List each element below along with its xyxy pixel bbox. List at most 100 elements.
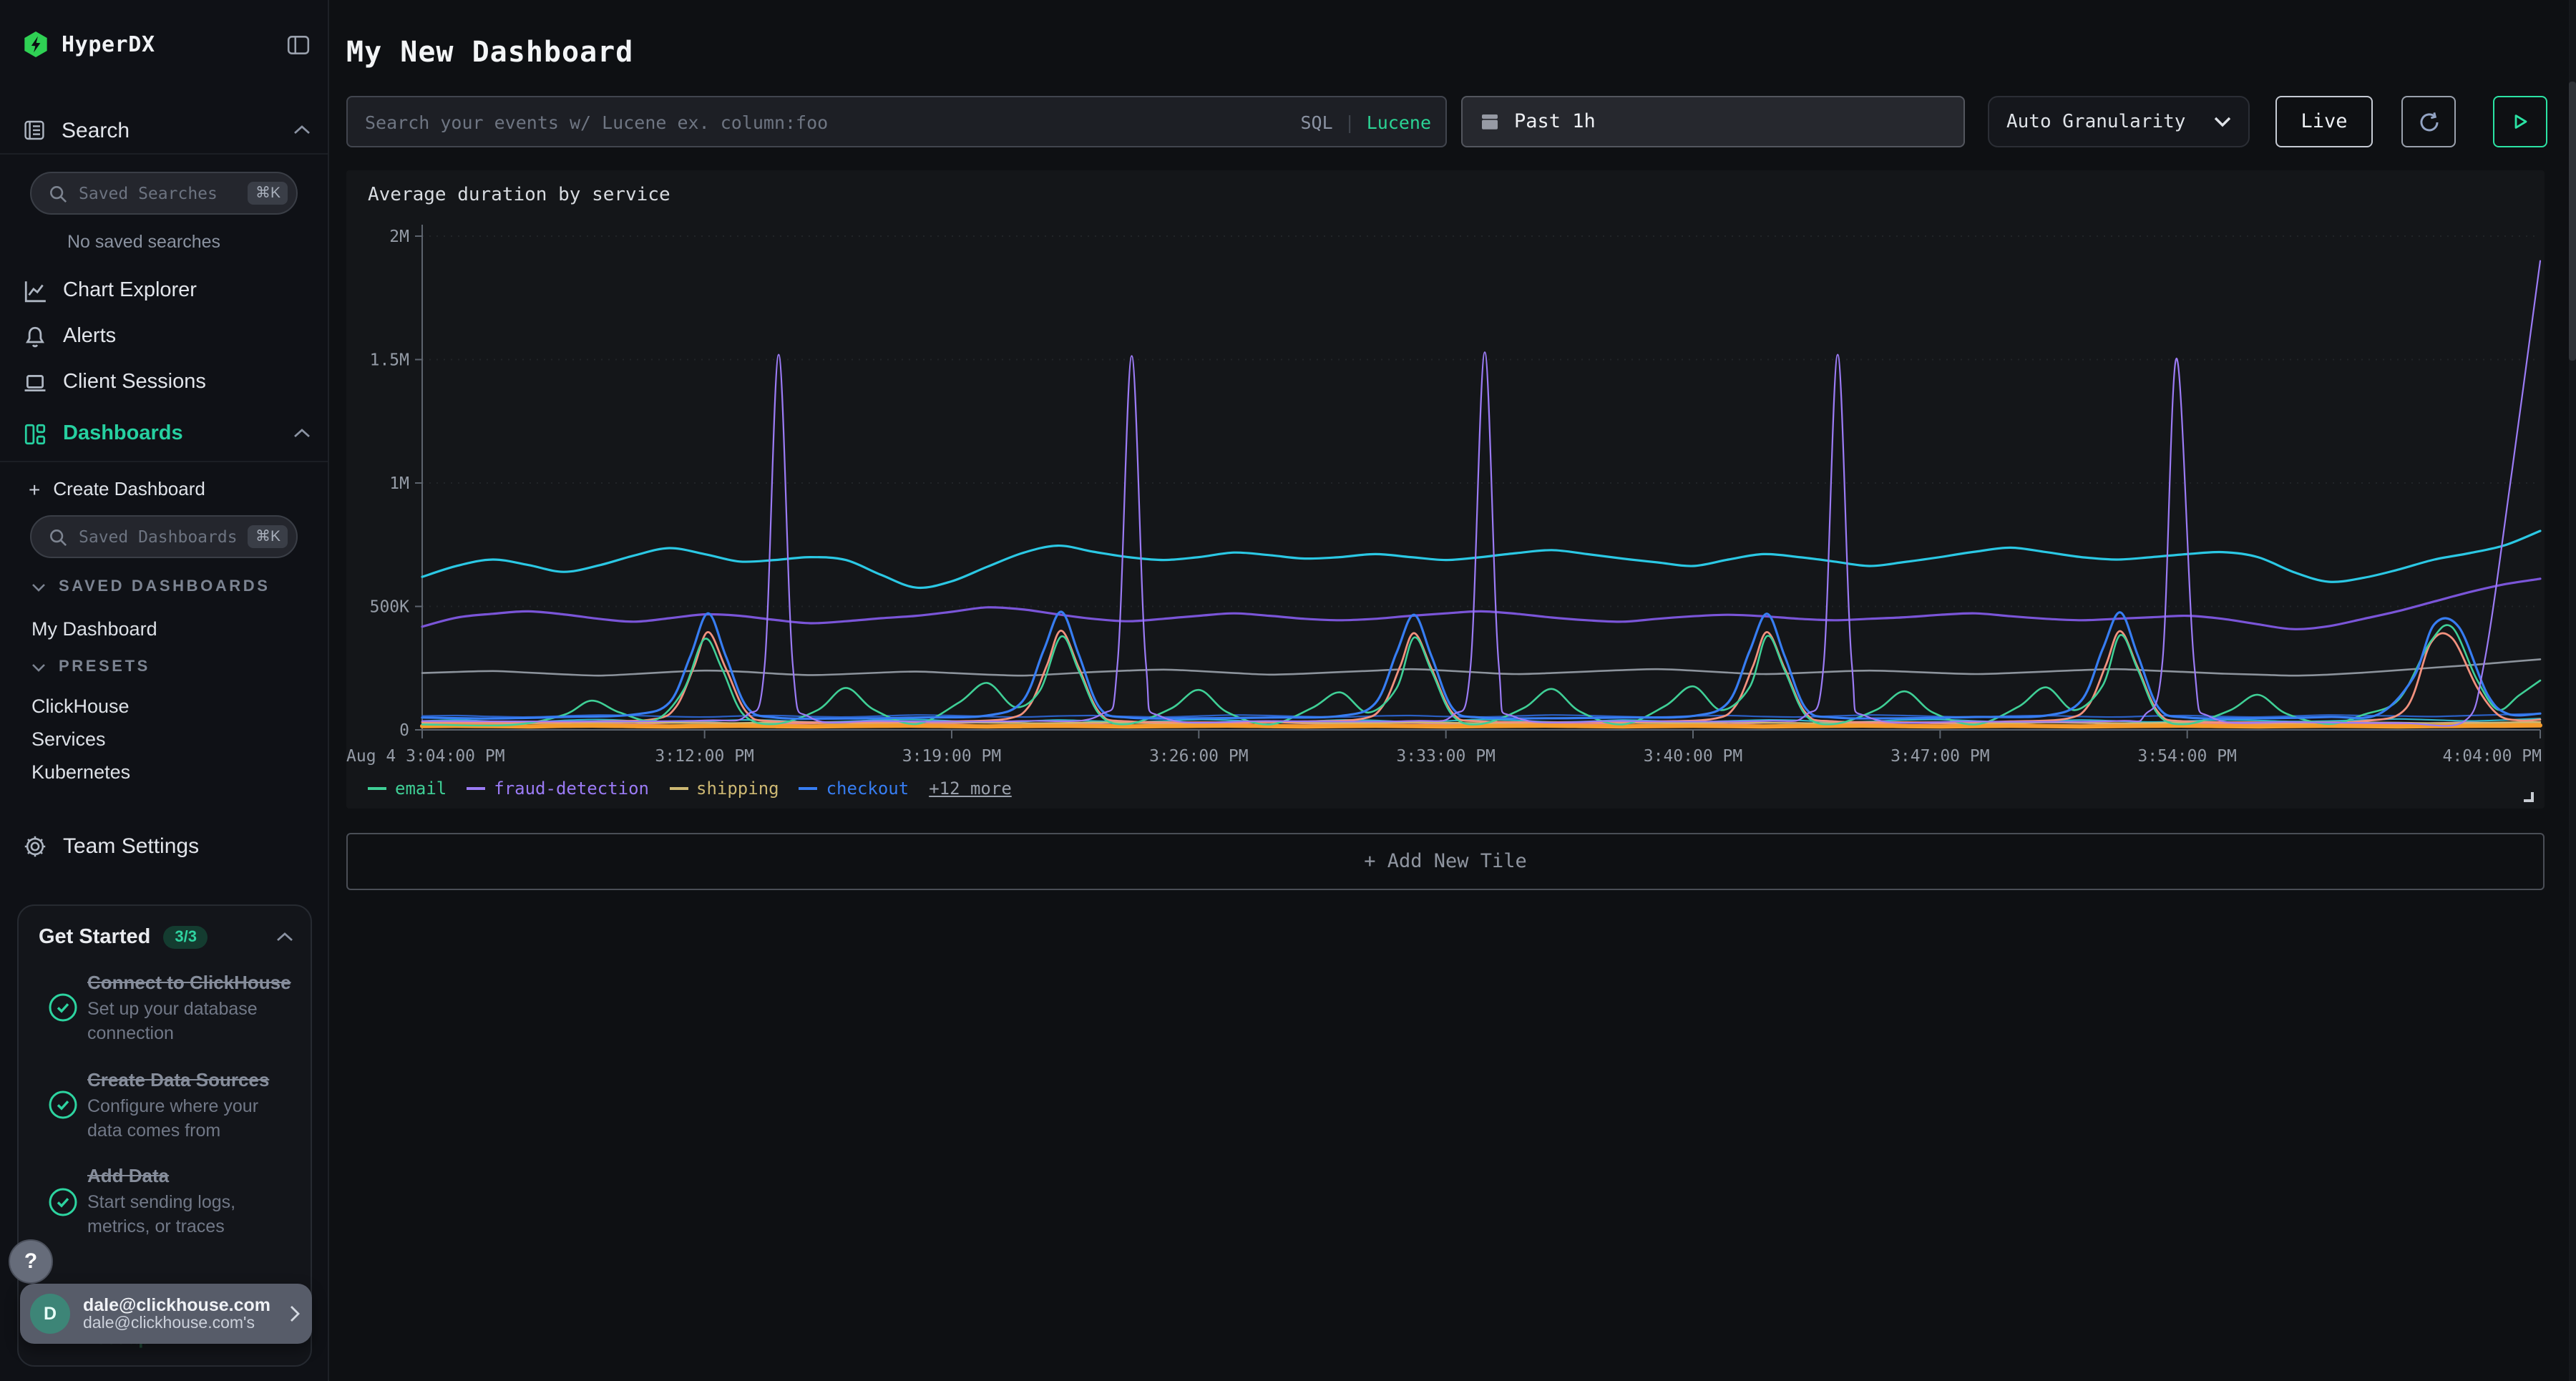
divider: [0, 153, 328, 155]
user-email: dale@clickhouse.com: [83, 1295, 270, 1315]
user-org: dale@clickhouse.com's: [83, 1315, 255, 1332]
shortcut-badge: ⌘K: [248, 182, 288, 205]
saved-searches-search[interactable]: ⌘K: [30, 172, 298, 215]
checklist-desc: Set up your database connection: [87, 999, 258, 1043]
sidebar-item-my-dashboard[interactable]: My Dashboard: [31, 618, 157, 640]
legend-label: checkout: [826, 779, 909, 799]
checklist-desc: Start sending logs, metrics, or traces: [87, 1192, 236, 1237]
legend-dash: [368, 787, 386, 790]
sidebar-item-chart-explorer[interactable]: Chart Explorer: [23, 272, 311, 309]
sidebar-item-kubernetes[interactable]: Kubernetes: [31, 761, 131, 783]
sidebar-client-sessions-label: Client Sessions: [63, 371, 206, 394]
chevron-up-icon[interactable]: [293, 428, 311, 439]
sidebar-item-clickhouse[interactable]: ClickHouse: [31, 696, 130, 717]
team-settings-label: Team Settings: [63, 834, 200, 858]
series-gray-wave: [421, 658, 2542, 677]
check-circle-icon: [39, 1186, 87, 1217]
get-started-title: Get Started: [39, 926, 151, 949]
chevron-down-icon: [32, 663, 45, 671]
bell-icon: [23, 324, 47, 348]
svg-text:1.5M: 1.5M: [370, 351, 409, 370]
series-email: [421, 624, 2542, 727]
brand-row: HyperDX: [23, 26, 311, 63]
saved-dashboards-section[interactable]: SAVED DASHBOARDS: [31, 578, 270, 595]
lucene-toggle[interactable]: Lucene: [1366, 111, 1431, 132]
chart-explorer-icon: [23, 278, 47, 303]
sidebar-item-dashboards[interactable]: Dashboards: [23, 415, 311, 452]
legend-item-email[interactable]: email: [368, 779, 447, 799]
run-query-button[interactable]: [2493, 96, 2547, 147]
legend-label: email: [395, 779, 447, 799]
sidebar-dashboards-label: Dashboards: [63, 422, 183, 445]
chevron-right-icon: [289, 1305, 301, 1322]
checklist-title: Create Data Sources: [87, 1068, 270, 1090]
time-range-picker[interactable]: Past 1h: [1461, 96, 1965, 147]
sidebar-item-alerts[interactable]: Alerts: [23, 318, 311, 355]
svg-text:3:33:00 PM: 3:33:00 PM: [1396, 747, 1495, 766]
presets-header: PRESETS: [59, 658, 150, 675]
collapse-sidebar-icon[interactable]: [286, 32, 311, 57]
calendar-icon: [1480, 112, 1500, 132]
brand-name: HyperDX: [62, 31, 155, 57]
svg-text:500K: 500K: [370, 598, 410, 617]
query-language-toggle: SQL | Lucene: [1300, 111, 1431, 132]
resize-handle-icon[interactable]: [2522, 790, 2534, 803]
duration-line-chart: 0 500K 1M 1.5M 2M Aug 4 3:04:00 PM 3:12:00 PM 3…: [346, 225, 2542, 766]
saved-dashboards-search[interactable]: ⌘K: [30, 515, 298, 558]
chevron-up-icon[interactable]: [276, 932, 293, 943]
svg-text:3:26:00 PM: 3:26:00 PM: [1149, 747, 1248, 766]
chevron-up-icon[interactable]: [293, 125, 311, 136]
chevron-down-icon: [2214, 116, 2231, 127]
toggle-divider: |: [1344, 111, 1355, 132]
sidebar-item-team-settings[interactable]: Team Settings: [23, 827, 311, 864]
live-button[interactable]: Live: [2275, 96, 2373, 147]
sidebar-item-search[interactable]: Search: [23, 114, 311, 146]
chart-tile[interactable]: Average duration by service 0 500K 1M 1.5M 2…: [346, 170, 2545, 809]
user-menu[interactable]: D dale@clickhouse.com dale@clickhouse.co…: [20, 1284, 312, 1344]
legend-dash: [669, 787, 688, 790]
checklist-item-datasources[interactable]: Create Data Sources Configure where your…: [39, 1067, 293, 1142]
sidebar-alerts-label: Alerts: [63, 325, 117, 348]
sidebar-item-client-sessions[interactable]: Client Sessions: [23, 363, 311, 401]
series-violet-wave: [421, 577, 2542, 630]
add-new-tile-button[interactable]: + Add New Tile: [346, 833, 2545, 890]
avatar: D: [30, 1294, 70, 1334]
legend-item-checkout[interactable]: checkout: [799, 779, 909, 799]
legend-item-shipping[interactable]: shipping: [669, 779, 779, 799]
legend-dash: [467, 787, 486, 790]
granularity-select[interactable]: Auto Granularity: [1988, 96, 2250, 147]
get-started-header[interactable]: Get Started 3/3: [39, 926, 293, 949]
main-content: My New Dashboard SQL | Lucene Past 1h Au…: [329, 0, 2576, 1381]
refresh-button[interactable]: [2401, 96, 2456, 147]
svg-text:3:47:00 PM: 3:47:00 PM: [1890, 747, 1989, 766]
scrollbar-thumb[interactable]: [2569, 82, 2576, 361]
no-saved-searches-text: No saved searches: [67, 232, 221, 252]
legend-more-link[interactable]: +12 more: [929, 779, 1012, 799]
event-search-bar[interactable]: SQL | Lucene: [346, 96, 1447, 147]
check-circle-icon: [39, 1089, 87, 1121]
checklist-item-connect[interactable]: Connect to ClickHouse Set up your databa…: [39, 970, 293, 1045]
help-button[interactable]: ?: [9, 1239, 53, 1284]
event-search-input[interactable]: [365, 111, 1301, 132]
scrollbar[interactable]: [2569, 0, 2576, 1381]
saved-dashboards-header: SAVED DASHBOARDS: [59, 578, 270, 595]
presets-section[interactable]: PRESETS: [31, 658, 150, 675]
chart-title: Average duration by service: [368, 185, 670, 206]
legend-label: shipping: [696, 779, 779, 799]
checklist-item-add-data[interactable]: Add Data Start sending logs, metrics, or…: [39, 1164, 293, 1239]
dashboards-grid-icon: [23, 421, 47, 446]
time-range-value: Past 1h: [1514, 110, 1596, 133]
series-checkout: [421, 610, 2542, 721]
create-dashboard-button[interactable]: + Create Dashboard: [29, 478, 205, 499]
granularity-value: Auto Granularity: [2006, 111, 2186, 132]
legend-item-fraud-detection[interactable]: fraud-detection: [467, 779, 649, 799]
series-cyan-wave: [421, 530, 2542, 590]
plus-icon: +: [29, 477, 41, 500]
sidebar-chart-explorer-label: Chart Explorer: [63, 279, 197, 302]
saved-dashboards-input[interactable]: [79, 527, 248, 547]
sidebar-item-services[interactable]: Services: [31, 728, 106, 750]
saved-searches-input[interactable]: [79, 183, 248, 203]
svg-text:2M: 2M: [389, 228, 409, 246]
laptop-icon: [23, 370, 47, 394]
sql-toggle[interactable]: SQL: [1300, 111, 1333, 132]
